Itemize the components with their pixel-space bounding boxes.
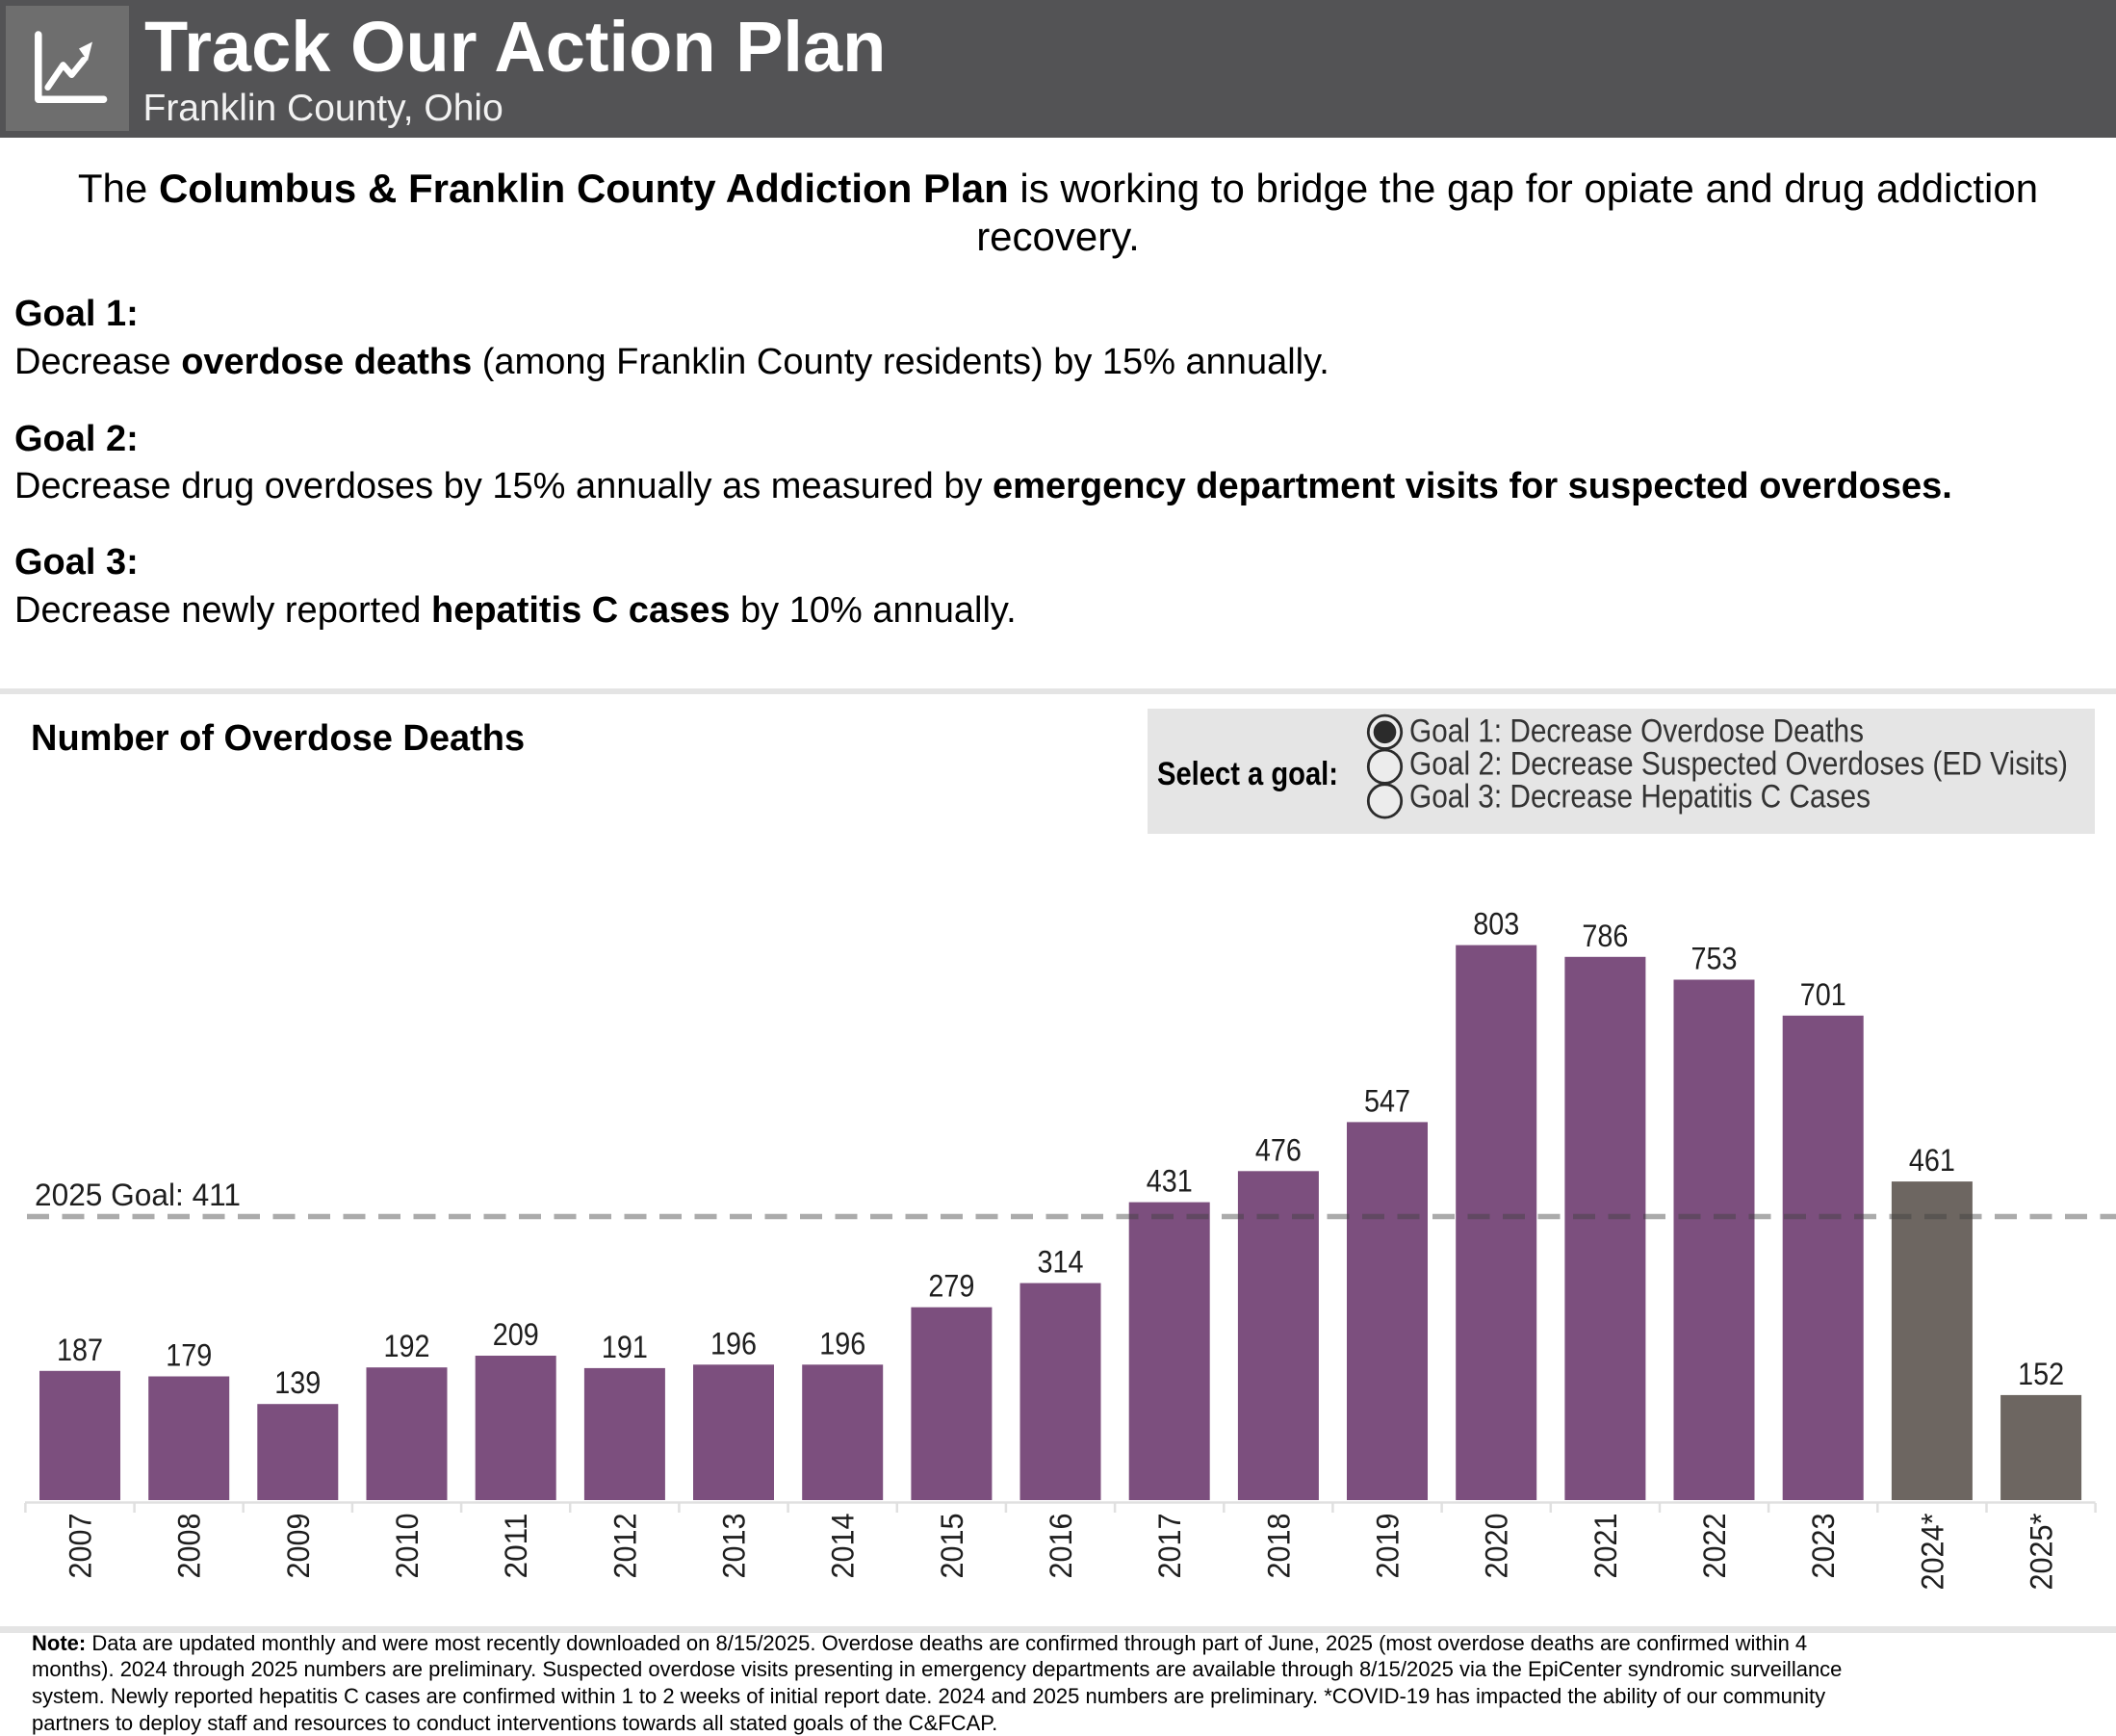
svg-text:2012: 2012 [607, 1514, 642, 1579]
svg-text:2018: 2018 [1261, 1514, 1296, 1579]
svg-text:196: 196 [819, 1326, 865, 1360]
svg-text:547: 547 [1364, 1083, 1410, 1118]
svg-text:2008: 2008 [172, 1514, 207, 1579]
svg-text:179: 179 [166, 1338, 212, 1373]
svg-text:Select a goal:: Select a goal: [1157, 756, 1338, 792]
svg-text:2015: 2015 [935, 1514, 969, 1579]
svg-text:2011: 2011 [499, 1514, 533, 1579]
svg-text:753: 753 [1691, 942, 1738, 976]
svg-text:461: 461 [1909, 1143, 1955, 1178]
svg-text:192: 192 [384, 1329, 430, 1363]
svg-text:476: 476 [1255, 1132, 1302, 1167]
svg-text:2016: 2016 [1044, 1514, 1078, 1579]
svg-text:2019: 2019 [1371, 1514, 1406, 1579]
svg-text:2024*: 2024* [1915, 1513, 1949, 1590]
svg-text:803: 803 [1473, 907, 1519, 942]
svg-text:152: 152 [2018, 1357, 2064, 1391]
svg-text:2022: 2022 [1697, 1514, 1732, 1579]
svg-text:191: 191 [602, 1330, 648, 1364]
svg-text:2009: 2009 [281, 1514, 316, 1579]
svg-text:314: 314 [1038, 1245, 1084, 1280]
svg-text:Goal 3: Decrease Hepatitis C C: Goal 3: Decrease Hepatitis C Cases [1409, 779, 1871, 816]
svg-text:2025*: 2025* [2025, 1514, 2059, 1591]
svg-text:431: 431 [1147, 1164, 1193, 1199]
svg-text:2007: 2007 [64, 1514, 98, 1579]
svg-text:196: 196 [710, 1326, 757, 1360]
svg-text:2023: 2023 [1806, 1514, 1841, 1579]
svg-text:Goal 2: Decrease Suspected Ove: Goal 2: Decrease Suspected Overdoses (ED… [1409, 746, 2068, 783]
svg-text:187: 187 [57, 1333, 103, 1367]
svg-text:279: 279 [928, 1269, 974, 1304]
svg-text:2013: 2013 [717, 1514, 752, 1579]
svg-text:786: 786 [1582, 919, 1628, 953]
svg-text:2021: 2021 [1588, 1514, 1623, 1579]
svg-text:139: 139 [274, 1365, 321, 1400]
svg-text:701: 701 [1800, 977, 1846, 1012]
svg-text:2017: 2017 [1152, 1514, 1187, 1579]
svg-text:2010: 2010 [390, 1514, 425, 1579]
svg-text:Goal 1: Decrease Overdose Deat: Goal 1: Decrease Overdose Deaths [1409, 713, 1864, 750]
svg-text:2014: 2014 [826, 1514, 861, 1579]
svg-text:2025 Goal: 411: 2025 Goal: 411 [35, 1178, 241, 1212]
svg-text:209: 209 [493, 1317, 539, 1352]
svg-text:2020: 2020 [1480, 1514, 1514, 1579]
